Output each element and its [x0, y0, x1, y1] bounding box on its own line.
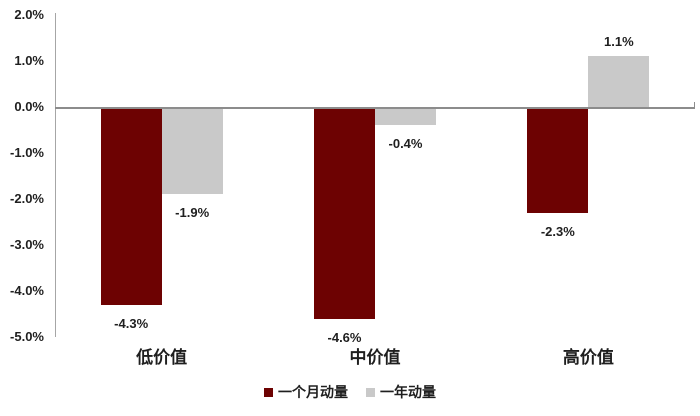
bar-one-month-2 — [527, 107, 589, 213]
bar-one-year-0 — [161, 107, 223, 195]
bar-one-month-1 — [314, 107, 375, 319]
y-tick-label-5: -3.0% — [10, 237, 44, 252]
legend-item-one-year-momentum: 一年动量 — [366, 382, 436, 402]
data-label-one-month-2: -2.3% — [540, 223, 575, 239]
bar-one-year-2 — [588, 56, 650, 107]
x-axis-end-tick — [694, 102, 695, 107]
legend-item-one-month-momentum: 一个月动量 — [264, 382, 348, 402]
legend-label: 一年动量 — [380, 384, 436, 400]
y-tick-label-2: 0.0% — [14, 99, 44, 114]
y-tick-label-7: -5.0% — [10, 329, 44, 344]
data-label-one-month-0: -4.3% — [114, 315, 149, 331]
legend-label: 一个月动量 — [278, 384, 348, 400]
bar-one-month-0 — [100, 107, 162, 305]
y-tick-label-1: 1.0% — [14, 53, 44, 68]
x-axis-zero-line — [55, 107, 695, 109]
data-label-one-year-0: -1.9% — [175, 205, 210, 221]
data-label-one-year-1: -0.4% — [388, 136, 423, 152]
category-label-2: 高价值 — [562, 348, 614, 367]
category-label-0: 低价值 — [136, 348, 188, 367]
legend-swatch-icon — [366, 387, 375, 397]
legend-swatch-icon — [264, 387, 273, 397]
y-tick-label-0: 2.0% — [14, 7, 44, 22]
y-tick-label-4: -2.0% — [10, 191, 44, 206]
chart-legend: 一个月动量 一年动量 — [0, 382, 700, 402]
y-tick-label-6: -4.0% — [10, 283, 44, 298]
data-label-one-month-1: -4.6% — [327, 329, 362, 345]
y-tick-label-3: -1.0% — [10, 145, 44, 160]
y-axis-line — [55, 13, 56, 337]
category-label-1: 中价值 — [349, 348, 401, 367]
data-label-one-year-2: 1.1% — [604, 34, 634, 50]
bar-one-year-1 — [375, 107, 436, 126]
